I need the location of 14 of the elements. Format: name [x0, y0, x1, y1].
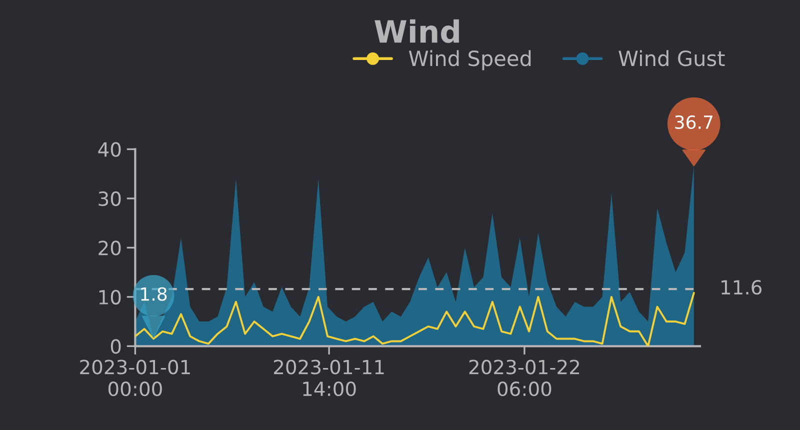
chart-title: Wind: [374, 19, 459, 43]
x-tick-label: 2023-01-01 00:00: [80, 360, 190, 396]
ref-line-label: 11.6: [722, 280, 762, 295]
y-tick-label: 30: [98, 191, 121, 206]
y-tick-label: 10: [99, 290, 121, 305]
y-tick-label: 20: [98, 240, 121, 256]
legend-label: Wind Gust: [618, 50, 725, 66]
annotation: 36.7: [675, 115, 712, 130]
annotation: 1.8: [141, 287, 167, 301]
x-tick-label: 2023-01-11 14:00: [274, 360, 384, 396]
x-tick-label: 2023-01-22 06:00: [469, 360, 580, 396]
legend-label: Wind Speed: [408, 50, 531, 70]
y-tick-label: 40: [98, 142, 121, 157]
y-tick-label: 0: [110, 339, 121, 354]
